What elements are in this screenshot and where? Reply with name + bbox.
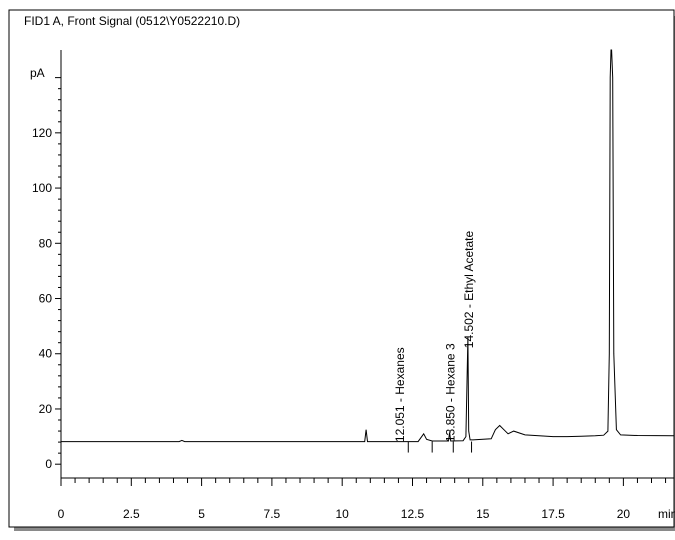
x-tick-label: 7.5 xyxy=(264,507,281,521)
y-tick-label: 120 xyxy=(32,126,52,140)
y-tick-label: 60 xyxy=(39,292,53,306)
y-tick-label: 40 xyxy=(39,347,53,361)
x-tick-label: 12.5 xyxy=(401,507,425,521)
chart-frame xyxy=(9,10,674,527)
x-tick-label: 0 xyxy=(58,507,65,521)
x-axis-label: min xyxy=(658,507,675,521)
y-axis-label: pA xyxy=(30,66,45,80)
x-tick-label: 5 xyxy=(198,507,205,521)
y-tick-label: 20 xyxy=(39,402,53,416)
chart-title: FID1 A, Front Signal (0512\Y0522210.D) xyxy=(24,14,240,28)
x-tick-label: 17.5 xyxy=(541,507,565,521)
peak-annotation: 14.502 - Ethyl Acetate xyxy=(462,230,476,348)
y-tick-label: 80 xyxy=(39,236,53,250)
x-tick-label: 20 xyxy=(617,507,631,521)
y-tick-label: 0 xyxy=(45,457,52,471)
x-tick-label: 2.5 xyxy=(123,507,140,521)
peak-annotation: 12.051 - Hexanes xyxy=(393,347,407,442)
peak-annotation: 13.850 - Hexane 3 xyxy=(443,343,457,442)
x-tick-label: 10 xyxy=(336,507,350,521)
x-tick-label: 15 xyxy=(476,507,490,521)
y-tick-label: 100 xyxy=(32,181,52,195)
